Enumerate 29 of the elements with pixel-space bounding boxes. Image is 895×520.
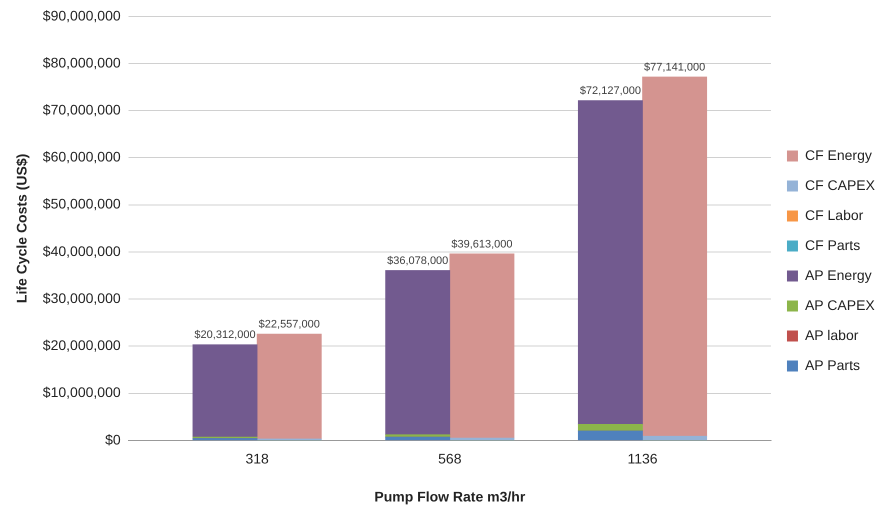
total-label: $36,078,000 xyxy=(387,254,448,267)
x-tick-label: 1136 xyxy=(627,450,658,467)
x-tick-label: 568 xyxy=(438,450,462,467)
total-label: $77,141,000 xyxy=(644,62,706,74)
y-tick-label: $90,000,000 xyxy=(42,7,121,24)
total-label: $39,613,000 xyxy=(451,238,513,250)
y-tick-label: $50,000,000 xyxy=(42,196,121,212)
x-axis-title: Pump Flow Rate m3/hr xyxy=(374,488,526,504)
y-tick-label: $0 xyxy=(105,431,121,448)
y-tick-label: $60,000,000 xyxy=(42,148,121,165)
total-label: $20,312,000 xyxy=(194,329,256,342)
legend-label: AP CAPEX xyxy=(804,296,876,313)
total-label: $22,557,000 xyxy=(258,318,320,331)
y-tick-label: $30,000,000 xyxy=(42,290,121,306)
legend-label: AP Parts xyxy=(804,356,860,373)
legend-label: CF Parts xyxy=(804,236,860,253)
y-tick-label: $40,000,000 xyxy=(42,242,121,259)
x-tick-label: 318 xyxy=(245,450,270,467)
legend-label: CF CAPEX xyxy=(804,176,876,193)
y-axis-title: Life Cycle Costs (US$) xyxy=(13,154,30,304)
y-tick-label: $20,000,000 xyxy=(42,337,121,354)
y-tick-label: $10,000,000 xyxy=(42,384,121,400)
y-tick-label: $70,000,000 xyxy=(42,101,121,118)
total-label: $72,127,000 xyxy=(580,85,641,98)
legend-label: CF Labor xyxy=(804,206,864,223)
legend-label: AP labor xyxy=(804,326,859,343)
legend-label: AP Energy xyxy=(804,266,872,283)
legend-label: CF Energy xyxy=(804,146,872,163)
y-tick-label: $80,000,000 xyxy=(42,54,121,70)
